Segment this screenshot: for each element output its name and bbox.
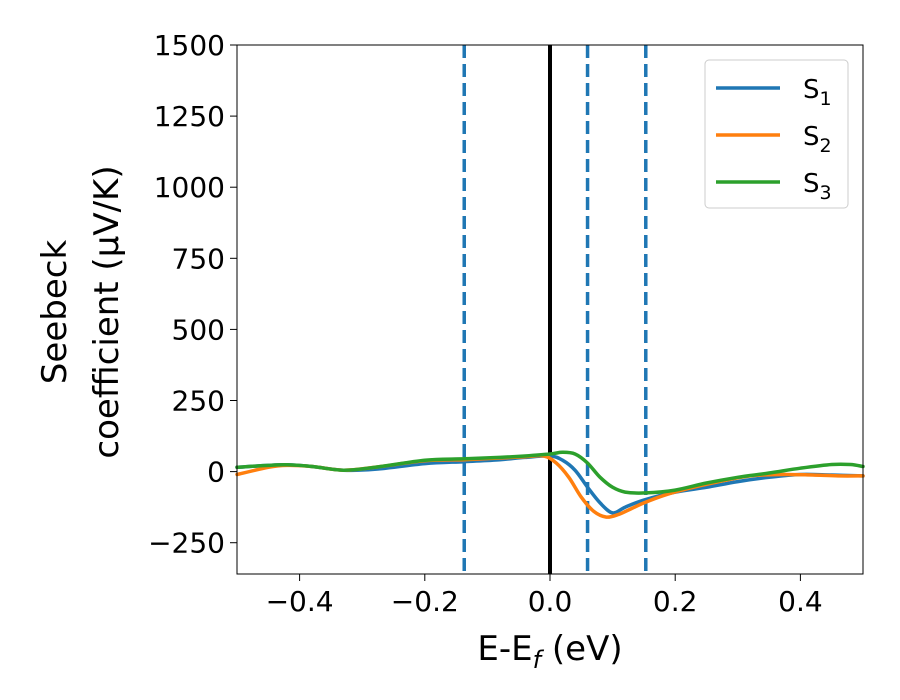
y-tick-label: 0 [207,456,225,489]
vertical-lines [462,45,648,574]
x-tick-label: −0.2 [391,585,459,618]
x-axis-label: E-Ef (eV) [477,629,622,674]
series-lines [235,450,865,519]
x-tick-label: 0.4 [778,585,823,618]
series-line-s3 [235,450,865,495]
y-tick-label: 1000 [154,171,225,204]
x-tick-label: 0.0 [528,585,573,618]
y-tick-label: 500 [172,313,225,346]
y-axis-label-line1: Seebeck [35,240,75,385]
x-axis-ticks: −0.4 −0.2 0.0 0.2 0.4 [266,574,823,618]
y-tick-label: 750 [172,242,225,275]
y-axis-ticks: −250 0 250 500 750 1000 1250 1500 [148,29,237,560]
x-tick-label: −0.4 [266,585,334,618]
x-tick-label: 0.2 [653,585,698,618]
y-tick-label: −250 [148,527,225,560]
y-axis-label: Seebeck coefficient (μV/K) [35,165,127,458]
y-tick-label: 250 [172,385,225,418]
y-tick-label: 1500 [154,29,225,62]
y-axis-label-line2: coefficient (μV/K) [87,165,127,458]
y-tick-label: 1250 [154,100,225,133]
